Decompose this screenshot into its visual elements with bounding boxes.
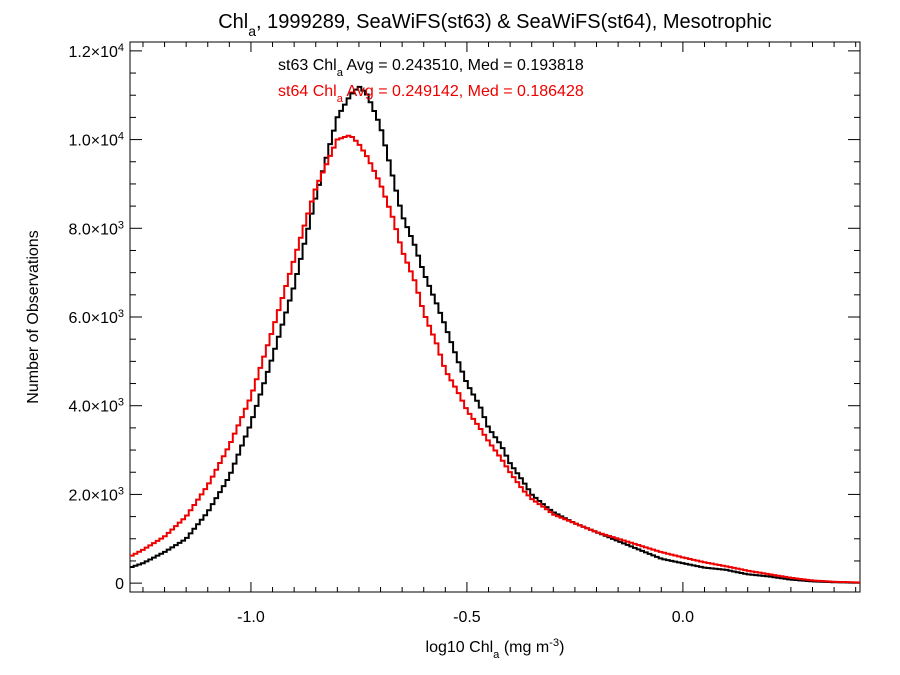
y-tick-mantissa: 8.0×10 <box>68 221 117 238</box>
y-tick-label: 6.0×103 <box>68 308 124 327</box>
y-tick-label: 1.2×104 <box>68 42 124 61</box>
x-axis-label-part: -3 <box>549 637 559 649</box>
axes-layer: -1.0 -0.5 0.002.0×1034.0×1036.0×1038.0×103… <box>25 41 861 661</box>
plot-frame <box>129 41 861 593</box>
y-tick-mantissa: 1.0×10 <box>68 133 117 150</box>
annotation-st63-part: a <box>337 67 344 79</box>
y-tick-mantissa: 2.0×10 <box>68 487 117 504</box>
y-tick-label: 4.0×103 <box>68 397 124 416</box>
annotation-st64-part: st64 Chl <box>278 83 337 100</box>
y-tick-mantissa: 1.2×10 <box>68 44 117 61</box>
chart-title-layer: Chla, 1999289, SeaWiFS(st63) & SeaWiFS(s… <box>218 11 772 39</box>
annotation-layer: st63 Chla Avg = 0.243510, Med = 0.193818… <box>278 57 584 105</box>
x-tick-label: -0.5 <box>453 609 481 626</box>
chart-title-part: a <box>248 23 256 39</box>
chart-title-part: , 1999289, SeaWiFS(st63) & SeaWiFS(st64)… <box>256 11 772 33</box>
y-tick-exponent: 3 <box>118 397 124 409</box>
x-axis-label-part: ) <box>559 639 564 656</box>
series-layer <box>130 85 860 584</box>
y-tick-mantissa: 6.0×10 <box>68 310 117 327</box>
x-tick-label: 0.0 <box>672 609 694 626</box>
series-line-st63 <box>130 85 860 584</box>
series-line-st64 <box>130 134 860 584</box>
y-tick-label: 8.0×103 <box>68 219 124 238</box>
y-tick-label: 0 <box>115 576 124 593</box>
annotation-st63-part: Avg = 0.243510, Med = 0.193818 <box>343 57 584 74</box>
y-tick-label: 2.0×103 <box>68 485 124 504</box>
chart-title-part: Chl <box>218 11 248 33</box>
x-axis-label-part: a <box>493 649 500 661</box>
y-tick-exponent: 3 <box>118 485 124 497</box>
annotation-st63-part: st63 Chl <box>278 57 337 74</box>
annotation-st64-part: a <box>337 93 344 105</box>
y-tick-label: 1.0×104 <box>68 131 124 150</box>
x-tick-label: -1.0 <box>237 609 265 626</box>
chart-title: Chla, 1999289, SeaWiFS(st63) & SeaWiFS(s… <box>218 11 772 39</box>
annotation-st63: st63 Chla Avg = 0.243510, Med = 0.193818 <box>278 57 584 79</box>
x-axis-label-part: (mg m <box>499 639 549 656</box>
annotation-st64: st64 Chla Avg = 0.249142, Med = 0.186428 <box>278 83 584 105</box>
y-tick-exponent: 3 <box>118 219 124 231</box>
y-tick-exponent: 4 <box>118 42 124 54</box>
y-tick-exponent: 4 <box>118 131 124 143</box>
y-tick-exponent: 3 <box>118 308 124 320</box>
annotation-st64-part: Avg = 0.249142, Med = 0.186428 <box>343 83 584 100</box>
x-axis-label-part: log10 Chl <box>426 639 494 656</box>
y-axis-label: Number of Observations <box>25 230 42 403</box>
y-tick-mantissa: 4.0×10 <box>68 399 117 416</box>
y-tick-mantissa: 0 <box>115 576 124 593</box>
x-axis-label: log10 Chla (mg m-3) <box>426 637 565 661</box>
